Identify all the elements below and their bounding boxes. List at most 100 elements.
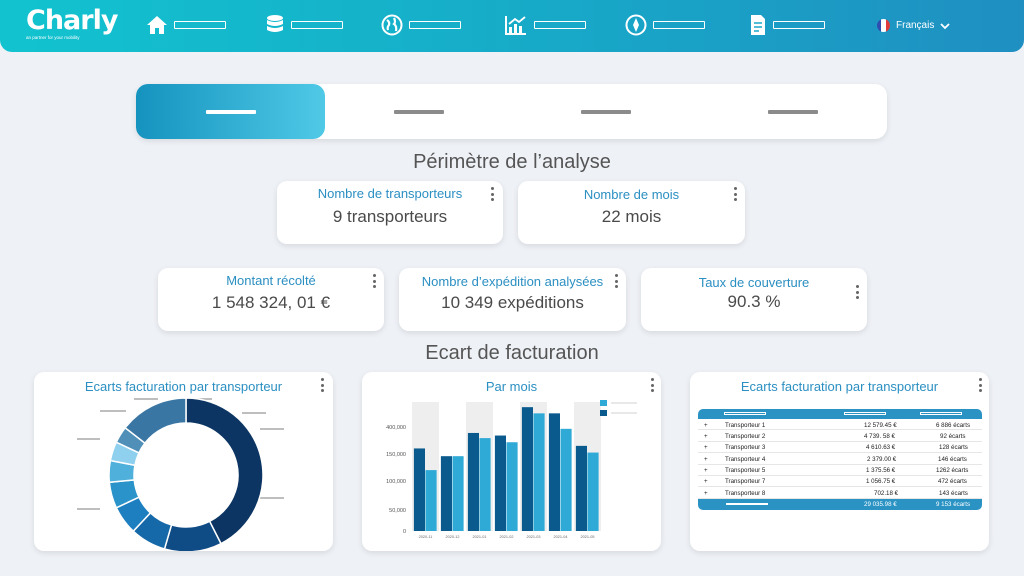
expand-icon[interactable]: + bbox=[704, 444, 708, 452]
tab-2[interactable] bbox=[325, 84, 512, 139]
kpi-months-card: Nombre de mois 22 mois bbox=[518, 181, 745, 244]
kpi-label: Taux de couverture bbox=[698, 275, 810, 290]
nav-item-globe[interactable] bbox=[381, 12, 461, 38]
chart-title: Par mois bbox=[485, 379, 538, 394]
table-row[interactable]: + Transporteur 8 702.18 € 143 écarts bbox=[698, 487, 982, 499]
more-options-icon[interactable] bbox=[372, 274, 376, 288]
home-icon bbox=[147, 16, 167, 34]
legend-swatch bbox=[600, 410, 607, 416]
nav-item-statistics[interactable] bbox=[504, 12, 586, 38]
bar[interactable] bbox=[506, 442, 518, 531]
bar[interactable] bbox=[587, 452, 599, 531]
bar[interactable] bbox=[413, 448, 425, 531]
expand-icon[interactable]: + bbox=[704, 478, 708, 486]
brand-logo[interactable]: Charly an partner for your mobility bbox=[26, 5, 118, 41]
billing-title: Ecart de facturation bbox=[425, 342, 599, 364]
bar[interactable] bbox=[560, 428, 572, 531]
carrier-cell: Transporteur 8 bbox=[725, 489, 766, 497]
tab-label-placeholder bbox=[580, 109, 631, 114]
bar[interactable] bbox=[479, 438, 491, 531]
chart-title: Ecarts facturation par transporteur bbox=[84, 379, 283, 394]
column-header-placeholder bbox=[920, 412, 962, 415]
kpi-label: Nombre de mois bbox=[583, 187, 680, 202]
more-options-icon[interactable] bbox=[855, 285, 859, 299]
bar[interactable] bbox=[440, 456, 452, 531]
language-selector[interactable]: Français bbox=[877, 19, 950, 32]
kpi-value: 9 transporteurs bbox=[332, 207, 448, 226]
database-icon bbox=[267, 15, 283, 32]
total-label-placeholder bbox=[726, 503, 768, 506]
more-options-icon[interactable] bbox=[490, 187, 494, 201]
chart-title: Ecarts facturation par transporteur bbox=[740, 379, 939, 394]
more-options-icon[interactable] bbox=[978, 378, 982, 392]
column-header-placeholder bbox=[724, 412, 766, 415]
nav-item-database[interactable] bbox=[265, 12, 343, 38]
chart-icon bbox=[505, 16, 526, 35]
more-options-icon[interactable] bbox=[320, 378, 324, 392]
carrier-cell: Transporteur 3 bbox=[725, 444, 766, 452]
table-header bbox=[698, 409, 982, 419]
tab-1[interactable] bbox=[136, 84, 325, 139]
kpi-label: Nombre d’expédition analysées bbox=[421, 274, 604, 289]
bar[interactable] bbox=[533, 413, 545, 531]
top-nav-bar: Charly an partner for your mobility Fran… bbox=[0, 0, 1024, 52]
carrier-table-card: Ecarts facturation par transporteur + Tra… bbox=[690, 372, 989, 551]
nav-label-placeholder bbox=[534, 21, 586, 29]
table-row[interactable]: + Transporteur 1 12 579.45 € 6 886 écarts bbox=[698, 419, 982, 431]
table-row[interactable]: + Transporteur 7 1 056.75 € 472 écarts bbox=[698, 476, 982, 488]
tab-4[interactable] bbox=[699, 84, 887, 139]
tab-bar bbox=[136, 84, 887, 139]
total-amount-cell: 29 035.98 € bbox=[864, 501, 897, 509]
bar[interactable] bbox=[575, 445, 587, 531]
table-row[interactable]: + Transporteur 3 4 610.63 € 128 écarts bbox=[698, 442, 982, 454]
bar[interactable] bbox=[452, 456, 464, 531]
compass-icon bbox=[625, 14, 647, 36]
total-gaps-cell: 9 153 écarts bbox=[936, 501, 971, 509]
expand-icon[interactable]: + bbox=[704, 432, 708, 440]
carrier-cell: Transporteur 2 bbox=[725, 432, 766, 440]
table-row[interactable]: + Transporteur 4 2 379.00 € 146 écarts bbox=[698, 453, 982, 465]
tab-3[interactable] bbox=[512, 84, 699, 139]
brand-tagline: an partner for your mobility bbox=[26, 35, 80, 40]
gaps-cell: 92 écarts bbox=[940, 432, 966, 440]
bar[interactable] bbox=[467, 432, 479, 531]
more-options-icon[interactable] bbox=[614, 274, 618, 288]
nav-item-compass[interactable] bbox=[625, 12, 705, 38]
x-tick-label: 2020-11 bbox=[419, 535, 433, 539]
amount-cell: 702.18 € bbox=[874, 489, 899, 497]
kpi-carriers-card: Nombre de transporteurs 9 transporteurs bbox=[277, 181, 503, 244]
x-tick-label: 2021-02 bbox=[500, 535, 514, 539]
column-header-placeholder bbox=[844, 412, 886, 415]
y-tick-label: 100,000 bbox=[386, 479, 406, 485]
table-row[interactable]: + Transporteur 5 1 375.56 € 1262 écarts bbox=[698, 465, 982, 476]
chevron-down-icon bbox=[940, 22, 950, 29]
expand-icon[interactable]: + bbox=[704, 455, 708, 463]
kpi-amount-card: Montant récolté 1 548 324, 01 € bbox=[158, 268, 384, 331]
more-options-icon[interactable] bbox=[650, 378, 654, 392]
x-tick-label: 2021-03 bbox=[527, 535, 541, 539]
carrier-cell: Transporteur 7 bbox=[725, 478, 766, 486]
kpi-coverage-card: Taux de couverture 90.3 % bbox=[641, 268, 867, 331]
kpi-value: 90.3 % bbox=[727, 292, 781, 311]
expand-icon[interactable]: + bbox=[704, 421, 708, 429]
amount-cell: 1 056.75 € bbox=[866, 478, 896, 486]
gaps-cell: 6 886 écarts bbox=[936, 421, 971, 429]
expand-icon[interactable]: + bbox=[704, 489, 708, 497]
table-row[interactable]: + Transporteur 2 4 739. 58 € 92 écarts bbox=[698, 430, 982, 442]
nav-item-invoices[interactable] bbox=[749, 12, 825, 38]
more-options-icon[interactable] bbox=[733, 187, 737, 201]
carrier-cell: Transporteur 4 bbox=[725, 455, 766, 463]
nav-item-home[interactable] bbox=[146, 12, 226, 38]
brand-name: Charly bbox=[26, 5, 118, 36]
x-tick-label: 2020-12 bbox=[446, 535, 460, 539]
bar[interactable] bbox=[494, 435, 506, 531]
tab-label-placeholder bbox=[768, 109, 818, 114]
expand-icon[interactable]: + bbox=[704, 467, 708, 475]
globe-icon bbox=[381, 14, 403, 36]
bar[interactable] bbox=[521, 407, 533, 531]
kpi-value: 22 mois bbox=[601, 207, 662, 226]
bar[interactable] bbox=[425, 470, 437, 531]
bar[interactable] bbox=[548, 413, 560, 531]
monthly-chart-card: Par mois 400,000 150,000 100,000 50,000 0 20… bbox=[362, 372, 661, 551]
gaps-cell: 143 écarts bbox=[939, 489, 968, 497]
